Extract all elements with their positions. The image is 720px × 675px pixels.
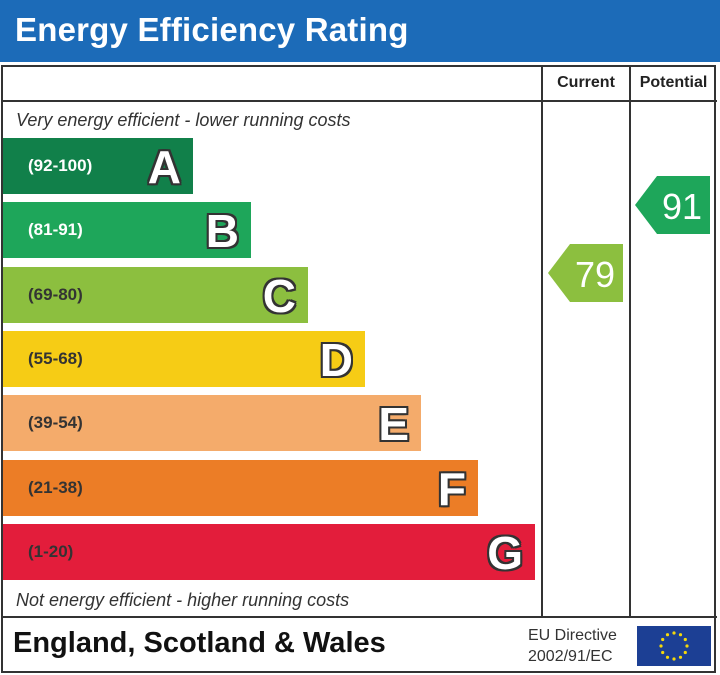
band-range-label: (81-91) — [28, 220, 83, 239]
band-letter: E — [378, 398, 409, 450]
band-range-label: (21-38) — [28, 478, 83, 497]
footer-row-divider — [1, 616, 717, 618]
band-range-label: (92-100) — [28, 156, 93, 175]
band-f: (21-38) F — [3, 460, 478, 516]
rating-table-frame — [1, 65, 716, 673]
band-letter: A — [147, 141, 181, 193]
eu-flag-icon — [637, 626, 711, 666]
caption-bottom: Not energy efficient - higher running co… — [16, 590, 350, 610]
band-a: (92-100) A — [3, 138, 193, 194]
eu-star-icon — [665, 633, 670, 637]
band-range-label: (69-80) — [28, 285, 83, 304]
band-c: (69-80) C — [3, 267, 308, 323]
band-b: (81-91) B — [3, 202, 251, 258]
band-letter: G — [487, 527, 523, 579]
eu-star-icon — [661, 637, 665, 642]
band-letter: D — [319, 334, 353, 386]
eu-star-icon — [685, 644, 689, 648]
band-range-label: (55-68) — [28, 349, 83, 368]
band-range-label: (1-20) — [28, 542, 74, 561]
header-row-divider — [1, 100, 717, 102]
column-header-current: Current — [557, 74, 615, 91]
band-d: (55-68) D — [3, 331, 365, 387]
band-letter: B — [205, 205, 239, 257]
band-letter: C — [262, 270, 296, 322]
footer-directive: EU Directive 2002/91/EC — [528, 625, 617, 667]
eu-star-icon — [678, 633, 683, 637]
band-letter: F — [437, 463, 466, 515]
eu-star-icon — [683, 637, 687, 642]
column-divider-current — [541, 65, 543, 618]
directive-line-2: 2002/91/EC — [528, 648, 613, 665]
column-header-potential: Potential — [639, 74, 708, 91]
eu-star-icon — [661, 650, 665, 655]
directive-line-1: EU Directive — [528, 627, 617, 644]
current-rating-value: 79 — [574, 254, 615, 295]
column-divider-potential — [629, 65, 631, 618]
band-g: (1-20) G — [3, 524, 535, 580]
eu-stars-icon — [659, 631, 689, 661]
footer-region-label: England, Scotland & Wales — [13, 627, 386, 659]
header-bar: Energy Efficiency Rating — [0, 0, 720, 62]
eu-star-icon — [672, 631, 676, 635]
eu-star-icon — [665, 655, 670, 659]
caption-top: Very energy efficient - lower running co… — [16, 110, 351, 130]
band-e: (39-54) E — [3, 395, 421, 451]
potential-rating-value: 91 — [661, 186, 702, 227]
eu-star-icon — [659, 644, 663, 648]
band-range-label: (39-54) — [28, 413, 83, 432]
eu-star-icon — [678, 655, 683, 659]
eu-star-icon — [683, 650, 687, 655]
page-title: Energy Efficiency Rating — [15, 11, 409, 48]
eu-star-icon — [672, 657, 676, 661]
potential-rating-arrow: 91 — [635, 176, 710, 234]
